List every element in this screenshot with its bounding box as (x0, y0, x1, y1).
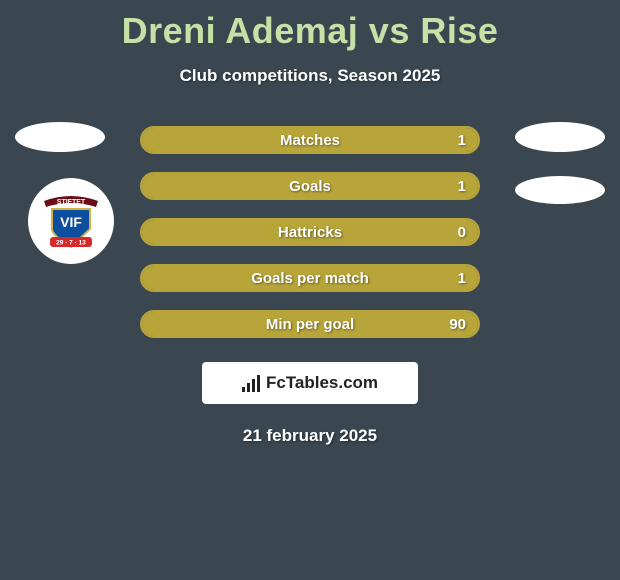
svg-text:VIF: VIF (60, 214, 82, 230)
stat-value-right: 1 (458, 178, 466, 195)
stat-row: Hattricks 0 (140, 218, 480, 246)
player-ellipse-right-2 (515, 176, 605, 204)
page-subtitle: Club competitions, Season 2025 (0, 66, 620, 86)
player-ellipse-left-1 (15, 122, 105, 152)
club-crest: STIFTET VIF 29 · 7 · 13 (28, 178, 114, 264)
stat-value-right: 1 (458, 270, 466, 287)
stat-row: Min per goal 90 (140, 310, 480, 338)
svg-text:29 · 7 · 13: 29 · 7 · 13 (56, 240, 86, 247)
svg-text:STIFTET: STIFTET (57, 199, 86, 206)
crest-svg: STIFTET VIF 29 · 7 · 13 (38, 191, 104, 251)
stat-row: Goals per match 1 (140, 264, 480, 292)
branding-box: FcTables.com (202, 362, 418, 404)
stat-label: Goals per match (251, 270, 369, 287)
stat-value-right: 0 (458, 224, 466, 241)
page-title: Dreni Ademaj vs Rise (0, 0, 620, 52)
footer-date: 21 february 2025 (0, 426, 620, 446)
stat-label: Hattricks (278, 224, 342, 241)
stat-value-right: 90 (449, 316, 466, 333)
stat-label: Min per goal (266, 316, 354, 333)
stat-label: Matches (280, 132, 340, 149)
stat-row: Goals 1 (140, 172, 480, 200)
player-ellipse-right-1 (515, 122, 605, 152)
stat-value-right: 1 (458, 132, 466, 149)
stat-row: Matches 1 (140, 126, 480, 154)
branding-text: FcTables.com (266, 373, 378, 393)
branding-bars-icon (242, 374, 260, 392)
stat-label: Goals (289, 178, 331, 195)
